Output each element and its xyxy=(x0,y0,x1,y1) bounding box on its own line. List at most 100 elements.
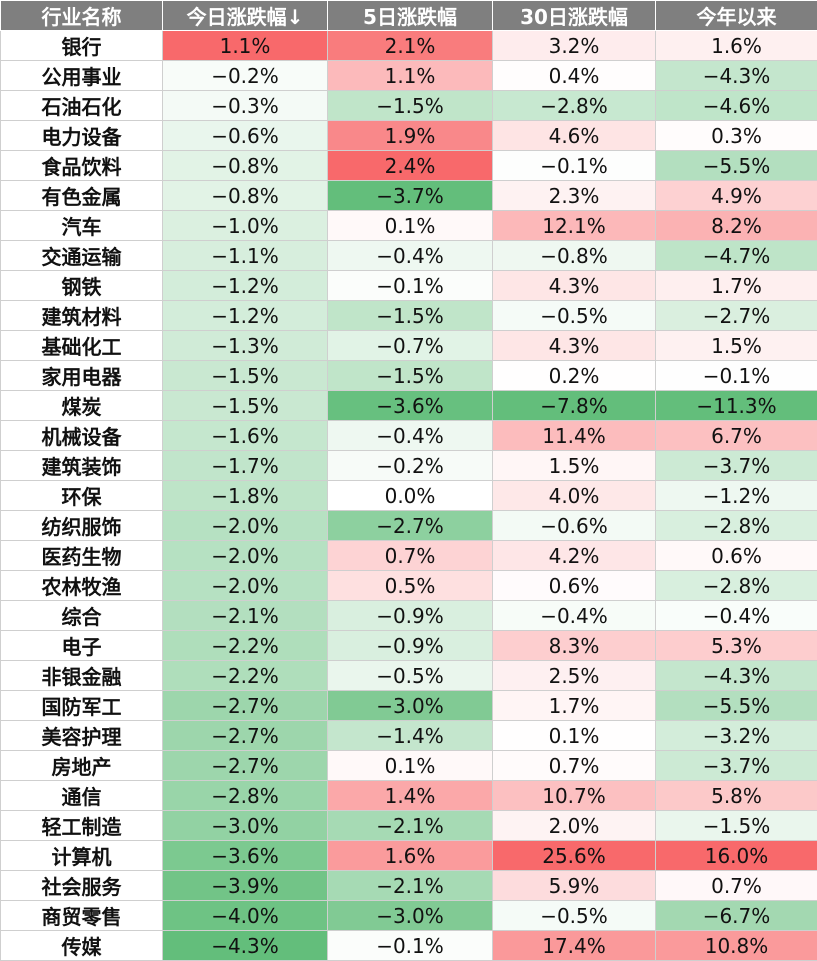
industry-name-cell: 综合 xyxy=(1,601,163,631)
value-cell-today: −2.7% xyxy=(163,691,328,721)
value-cell-ytd: −2.7% xyxy=(656,301,817,331)
industry-name-cell: 轻工制造 xyxy=(1,811,163,841)
value-cell-5d: 0.5% xyxy=(328,571,493,601)
value-cell-today: −2.0% xyxy=(163,541,328,571)
value-cell-30d: 0.4% xyxy=(493,61,656,91)
value-cell-30d: 25.6% xyxy=(493,841,656,871)
industry-name-cell: 纺织服饰 xyxy=(1,511,163,541)
table-row: 房地产−2.7%0.1%0.7%−3.7% xyxy=(1,751,817,781)
industry-name-cell: 公用事业 xyxy=(1,61,163,91)
value-cell-5d: −3.6% xyxy=(328,391,493,421)
industry-name-cell: 房地产 xyxy=(1,751,163,781)
value-cell-today: −0.6% xyxy=(163,121,328,151)
value-cell-ytd: 16.0% xyxy=(656,841,817,871)
column-header-ytd[interactable]: 今年以来 xyxy=(656,1,817,31)
value-cell-today: −4.0% xyxy=(163,901,328,931)
value-cell-today: −1.0% xyxy=(163,211,328,241)
table-row: 环保−1.8%0.0%4.0%−1.2% xyxy=(1,481,817,511)
table-row: 家用电器−1.5%−1.5%0.2%−0.1% xyxy=(1,361,817,391)
value-cell-ytd: 1.6% xyxy=(656,31,817,61)
value-cell-30d: 17.4% xyxy=(493,931,656,961)
table-row: 公用事业−0.2%1.1%0.4%−4.3% xyxy=(1,61,817,91)
value-cell-30d: 4.2% xyxy=(493,541,656,571)
industry-name-cell: 计算机 xyxy=(1,841,163,871)
value-cell-ytd: −0.4% xyxy=(656,601,817,631)
value-cell-today: −1.5% xyxy=(163,361,328,391)
value-cell-today: −2.7% xyxy=(163,721,328,751)
value-cell-5d: −3.0% xyxy=(328,901,493,931)
table-row: 交通运输−1.1%−0.4%−0.8%−4.7% xyxy=(1,241,817,271)
value-cell-5d: 1.6% xyxy=(328,841,493,871)
value-cell-5d: 1.9% xyxy=(328,121,493,151)
industry-name-cell: 商贸零售 xyxy=(1,901,163,931)
table-row: 非银金融−2.2%−0.5%2.5%−4.3% xyxy=(1,661,817,691)
column-header-industry[interactable]: 行业名称 xyxy=(1,1,163,31)
table-row: 医药生物−2.0%0.7%4.2%0.6% xyxy=(1,541,817,571)
value-cell-ytd: −11.3% xyxy=(656,391,817,421)
value-cell-ytd: 0.6% xyxy=(656,541,817,571)
value-cell-ytd: −4.7% xyxy=(656,241,817,271)
value-cell-ytd: −0.1% xyxy=(656,361,817,391)
value-cell-today: −1.2% xyxy=(163,301,328,331)
value-cell-today: −0.2% xyxy=(163,61,328,91)
value-cell-today: −2.7% xyxy=(163,751,328,781)
value-cell-30d: 0.2% xyxy=(493,361,656,391)
value-cell-ytd: −3.2% xyxy=(656,721,817,751)
industry-name-cell: 非银金融 xyxy=(1,661,163,691)
table-row: 石油石化−0.3%−1.5%−2.8%−4.6% xyxy=(1,91,817,121)
value-cell-5d: 0.7% xyxy=(328,541,493,571)
value-cell-today: −1.5% xyxy=(163,391,328,421)
column-header-5d[interactable]: 5日涨跌幅 xyxy=(328,1,493,31)
value-cell-30d: 1.5% xyxy=(493,451,656,481)
value-cell-ytd: −1.5% xyxy=(656,811,817,841)
value-cell-30d: 8.3% xyxy=(493,631,656,661)
value-cell-30d: 5.9% xyxy=(493,871,656,901)
industry-name-cell: 电子 xyxy=(1,631,163,661)
header-row: 行业名称 今日涨跌幅↓ 5日涨跌幅 30日涨跌幅 今年以来 xyxy=(1,1,817,31)
value-cell-30d: 11.4% xyxy=(493,421,656,451)
column-header-30d[interactable]: 30日涨跌幅 xyxy=(493,1,656,31)
value-cell-5d: −0.5% xyxy=(328,661,493,691)
value-cell-30d: 1.7% xyxy=(493,691,656,721)
value-cell-5d: −3.0% xyxy=(328,691,493,721)
value-cell-ytd: 8.2% xyxy=(656,211,817,241)
value-cell-today: −4.3% xyxy=(163,931,328,961)
value-cell-5d: −0.2% xyxy=(328,451,493,481)
value-cell-5d: 2.4% xyxy=(328,151,493,181)
industry-name-cell: 环保 xyxy=(1,481,163,511)
value-cell-ytd: 0.3% xyxy=(656,121,817,151)
table-row: 通信−2.8%1.4%10.7%5.8% xyxy=(1,781,817,811)
value-cell-30d: 2.0% xyxy=(493,811,656,841)
value-cell-5d: −0.4% xyxy=(328,421,493,451)
value-cell-today: −3.9% xyxy=(163,871,328,901)
table-row: 传媒−4.3%−0.1%17.4%10.8% xyxy=(1,931,817,961)
value-cell-today: −1.7% xyxy=(163,451,328,481)
value-cell-30d: 0.7% xyxy=(493,751,656,781)
value-cell-30d: −7.8% xyxy=(493,391,656,421)
table-row: 轻工制造−3.0%−2.1%2.0%−1.5% xyxy=(1,811,817,841)
table-row: 商贸零售−4.0%−3.0%−0.5%−6.7% xyxy=(1,901,817,931)
table-row: 有色金属−0.8%−3.7%2.3%4.9% xyxy=(1,181,817,211)
value-cell-ytd: 0.7% xyxy=(656,871,817,901)
value-cell-5d: −2.7% xyxy=(328,511,493,541)
table-row: 电子−2.2%−0.9%8.3%5.3% xyxy=(1,631,817,661)
table-row: 电力设备−0.6%1.9%4.6%0.3% xyxy=(1,121,817,151)
table-row: 综合−2.1%−0.9%−0.4%−0.4% xyxy=(1,601,817,631)
value-cell-30d: 3.2% xyxy=(493,31,656,61)
value-cell-30d: −0.6% xyxy=(493,511,656,541)
value-cell-5d: −0.1% xyxy=(328,271,493,301)
value-cell-30d: 4.3% xyxy=(493,331,656,361)
value-cell-5d: −0.9% xyxy=(328,631,493,661)
table-row: 美容护理−2.7%−1.4%0.1%−3.2% xyxy=(1,721,817,751)
value-cell-30d: 4.3% xyxy=(493,271,656,301)
column-header-today[interactable]: 今日涨跌幅↓ xyxy=(163,1,328,31)
value-cell-5d: 1.1% xyxy=(328,61,493,91)
value-cell-today: −2.1% xyxy=(163,601,328,631)
table-row: 国防军工−2.7%−3.0%1.7%−5.5% xyxy=(1,691,817,721)
industry-name-cell: 汽车 xyxy=(1,211,163,241)
industry-name-cell: 有色金属 xyxy=(1,181,163,211)
industry-name-cell: 钢铁 xyxy=(1,271,163,301)
value-cell-30d: 2.5% xyxy=(493,661,656,691)
value-cell-5d: −1.4% xyxy=(328,721,493,751)
